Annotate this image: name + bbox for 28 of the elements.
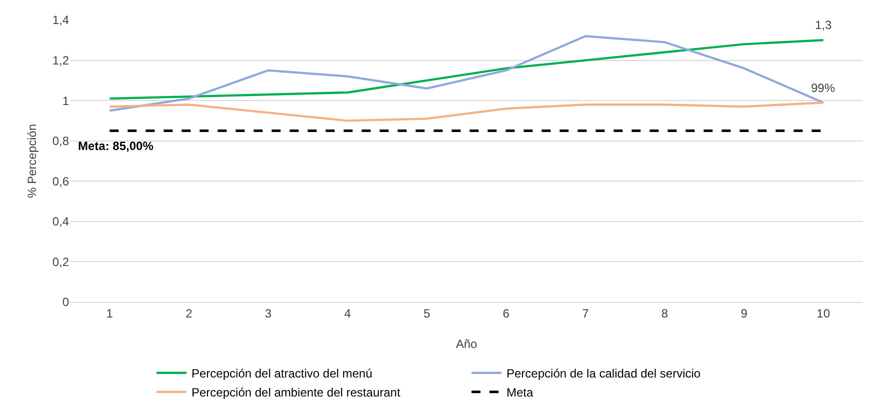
x-tick-label: 6 [502,306,510,320]
x-tick-label: 3 [264,306,272,320]
y-tick-label: 1 [62,94,70,108]
y-tick-label: 0,2 [52,254,70,269]
legend-label: Percepción de la calidad del servicio [506,366,701,381]
annotation: 1,3 [815,18,832,32]
y-tick-label: 1,2 [52,53,70,68]
x-tick-label: 7 [582,306,590,320]
y-tick-label: 0,4 [52,214,70,229]
line-series [108,101,824,122]
annotation: Meta: 85,00% [78,139,154,153]
x-tick-label: 5 [424,306,431,320]
legend-label: Percepción del atractivo del menú [192,366,372,381]
x-tick-label: 2 [186,306,193,320]
y-tick-label: 0,8 [52,134,70,148]
legend-label: Meta [506,386,534,400]
y-tick-label: 0 [62,295,70,310]
y-tick-label: 0,6 [52,174,70,188]
legend-label: Percepción del ambiente del restaurant [192,386,401,400]
y-tick-label: 1,4 [52,13,70,28]
y-axis-title: % Percepción [25,124,39,198]
x-tick-label: 8 [661,306,668,320]
x-axis-title: Año [456,337,478,351]
x-tick-label: 10 [816,306,830,320]
x-tick-label: 1 [106,306,114,320]
x-tick-label: 9 [740,306,748,320]
annotation: 99% [811,81,836,95]
x-tick-label: 4 [344,306,352,320]
